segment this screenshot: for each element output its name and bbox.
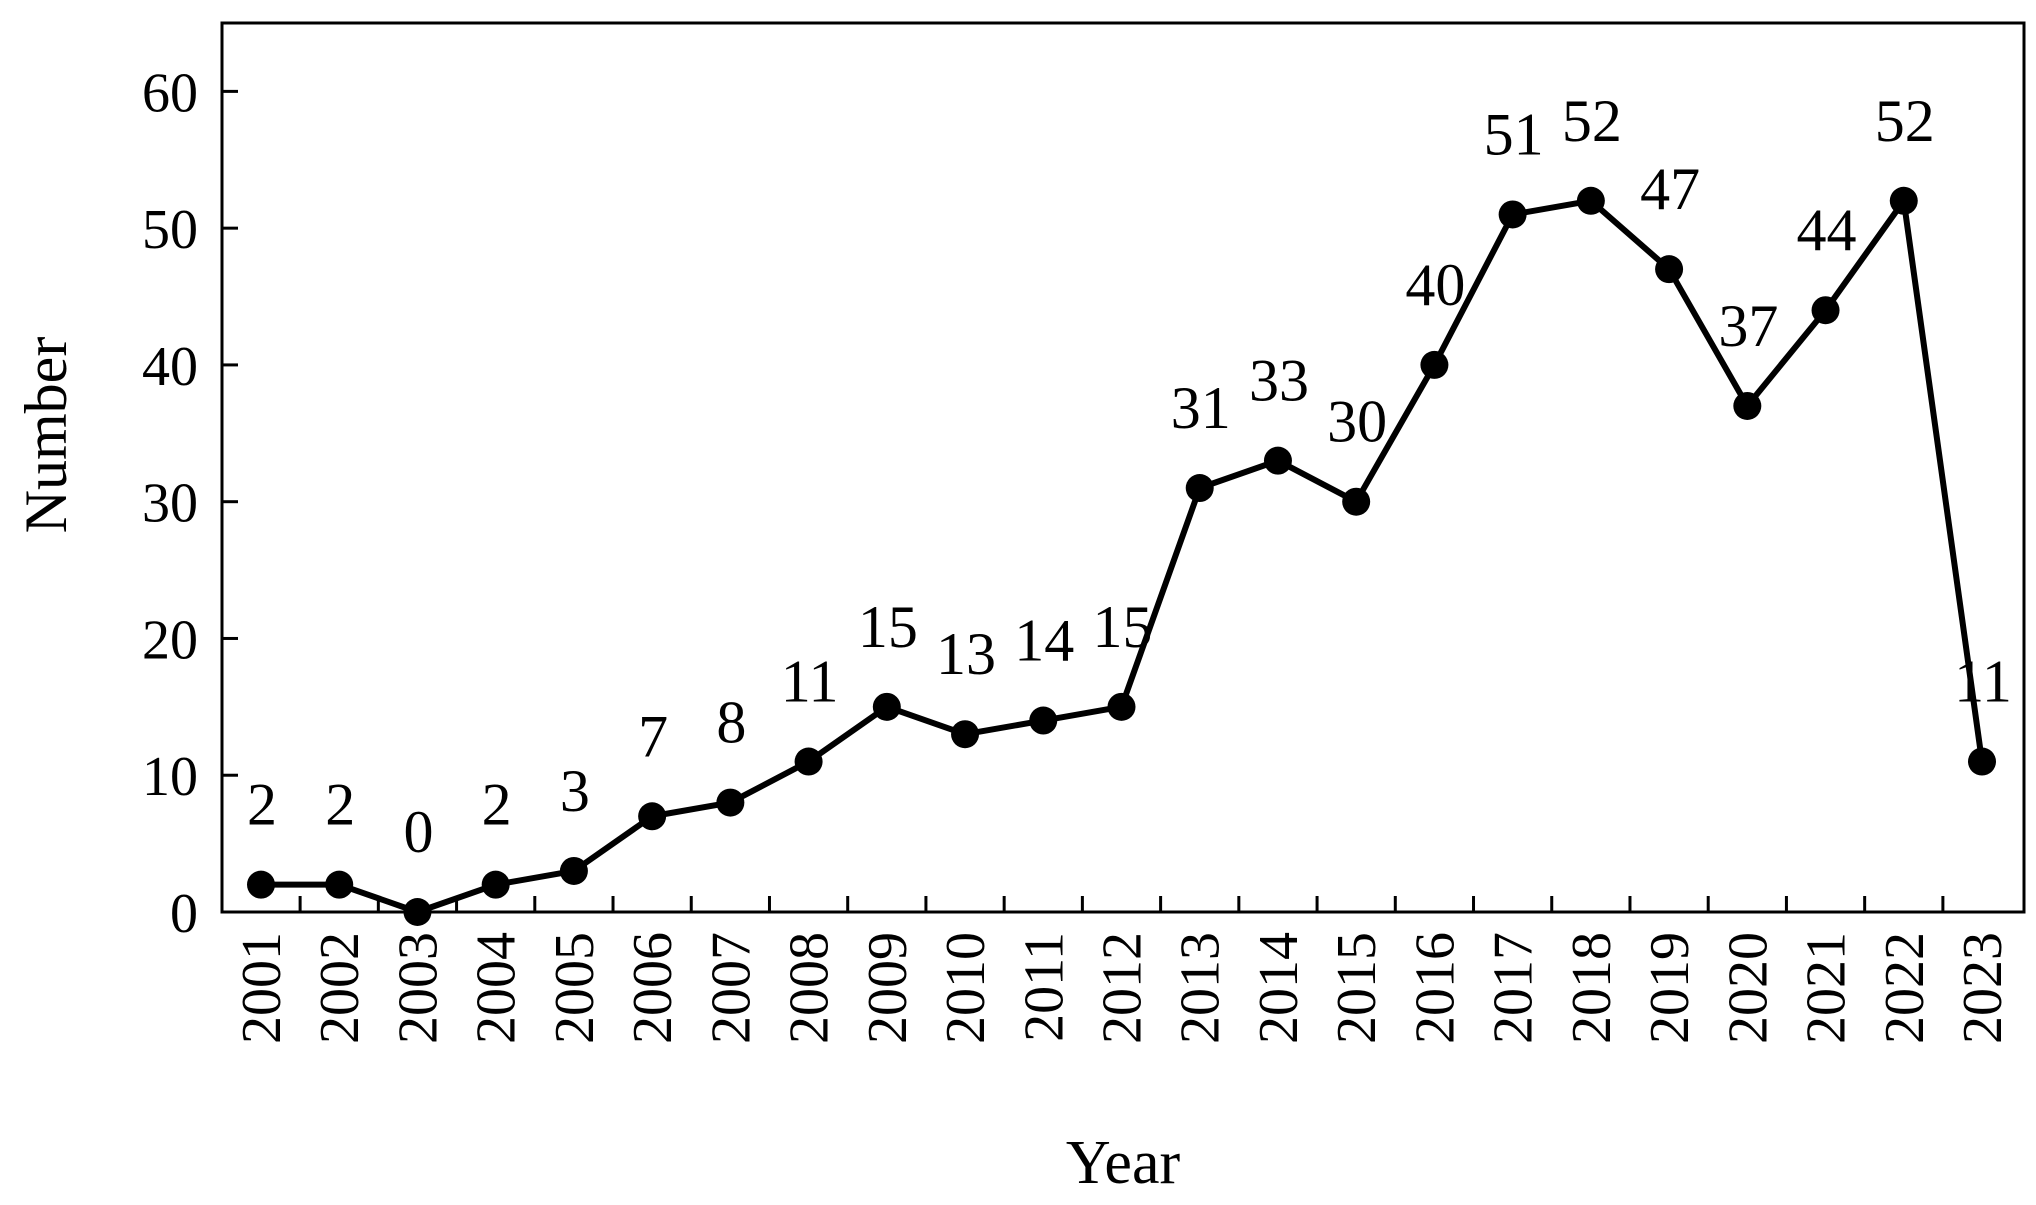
- data-label-2016: 40: [1405, 252, 1465, 318]
- x-tick-label: 2008: [779, 932, 841, 1044]
- x-tick-label: 2013: [1170, 932, 1232, 1044]
- x-tick-label: 2001: [231, 932, 293, 1044]
- data-label-2023: 11: [1954, 649, 2012, 715]
- data-point-2005: [559, 856, 588, 885]
- data-label-2012: 15: [1093, 594, 1153, 660]
- y-axis-title: Number: [13, 337, 79, 534]
- x-tick-label: 2011: [1013, 932, 1075, 1042]
- x-tick-label: 2010: [935, 932, 997, 1044]
- data-label-2018: 52: [1562, 88, 1622, 154]
- y-tick-label: 60: [142, 62, 198, 124]
- data-point-2008: [794, 747, 823, 776]
- data-label-2007: 8: [716, 690, 746, 756]
- data-point-2020: [1733, 391, 1762, 420]
- data-point-2012: [1107, 692, 1136, 721]
- data-point-2022: [1889, 186, 1918, 215]
- data-label-2005: 3: [560, 758, 590, 824]
- series-number: [247, 186, 1996, 926]
- x-tick-label: 2019: [1639, 932, 1701, 1044]
- data-point-2023: [1968, 747, 1996, 776]
- data-label-2019: 47: [1640, 156, 1700, 222]
- data-point-2021: [1811, 296, 1840, 325]
- y-tick-label: 40: [142, 336, 198, 398]
- data-label-2022: 52: [1875, 88, 1935, 154]
- data-point-2013: [1185, 474, 1214, 503]
- x-tick-label: 2023: [1952, 932, 2014, 1044]
- data-label-2008: 11: [781, 649, 839, 715]
- y-tick-label: 10: [142, 746, 198, 808]
- data-point-2014: [1263, 446, 1292, 475]
- y-tick-label: 0: [170, 883, 198, 945]
- data-label-2014: 33: [1249, 348, 1309, 414]
- data-label-2004: 2: [482, 772, 512, 838]
- x-tick-label: 2022: [1874, 932, 1936, 1044]
- x-tick-label: 2015: [1326, 932, 1388, 1044]
- y-tick-label: 20: [142, 609, 198, 671]
- x-tick-label: 2014: [1248, 932, 1310, 1044]
- data-point-2019: [1655, 255, 1684, 284]
- data-label-2013: 31: [1171, 375, 1231, 441]
- data-point-2001: [247, 870, 275, 899]
- x-tick-label: 2020: [1717, 932, 1779, 1044]
- data-point-2018: [1576, 186, 1605, 215]
- data-point-2011: [1029, 706, 1058, 735]
- data-label-2020: 37: [1718, 293, 1778, 359]
- data-label-2001: 2: [247, 772, 277, 838]
- y-tick-label: 50: [142, 199, 198, 261]
- data-point-2003: [403, 898, 432, 926]
- x-tick-label: 2021: [1796, 932, 1858, 1044]
- x-axis: 2001 2002 2003 2004 2005 2006 2007 2008 2009 2010…: [231, 896, 2014, 1044]
- data-label-2015: 30: [1327, 389, 1387, 455]
- data-label-2021: 44: [1797, 197, 1857, 263]
- data-point-2004: [481, 870, 510, 899]
- data-label-2017: 51: [1484, 101, 1544, 167]
- data-point-2002: [325, 870, 354, 899]
- data-label-2010: 13: [936, 621, 996, 687]
- x-tick-label: 2003: [387, 932, 449, 1044]
- data-label-2006: 7: [638, 703, 668, 769]
- x-tick-label: 2016: [1404, 932, 1466, 1044]
- data-label-2011: 14: [1014, 608, 1074, 674]
- x-tick-label: 2012: [1092, 932, 1154, 1044]
- x-tick-label: 2018: [1561, 932, 1623, 1044]
- x-axis-title: Year: [1066, 1129, 1181, 1197]
- x-tick-label: 2009: [857, 932, 919, 1044]
- y-tick-label: 30: [142, 473, 198, 535]
- y-axis: 0 10 20 30 40 50 60: [142, 62, 238, 945]
- data-point-2016: [1420, 350, 1449, 379]
- x-tick-label: 2007: [700, 932, 762, 1044]
- data-point-2009: [872, 692, 901, 721]
- x-tick-label: 2002: [309, 932, 371, 1044]
- data-point-2017: [1498, 200, 1527, 229]
- x-tick-label: 2006: [622, 932, 684, 1044]
- x-tick-label: 2004: [466, 932, 528, 1044]
- data-point-2007: [716, 788, 745, 817]
- data-point-2010: [951, 720, 980, 749]
- data-label-2009: 15: [858, 594, 918, 660]
- x-tick-label: 2017: [1483, 932, 1545, 1044]
- plot-frame: [220, 21, 2026, 914]
- data-label-2003: 0: [403, 799, 433, 865]
- data-point-2015: [1342, 487, 1371, 516]
- data-label-2002: 2: [325, 772, 355, 838]
- data-point-2006: [638, 802, 667, 831]
- x-tick-label: 2005: [544, 932, 606, 1044]
